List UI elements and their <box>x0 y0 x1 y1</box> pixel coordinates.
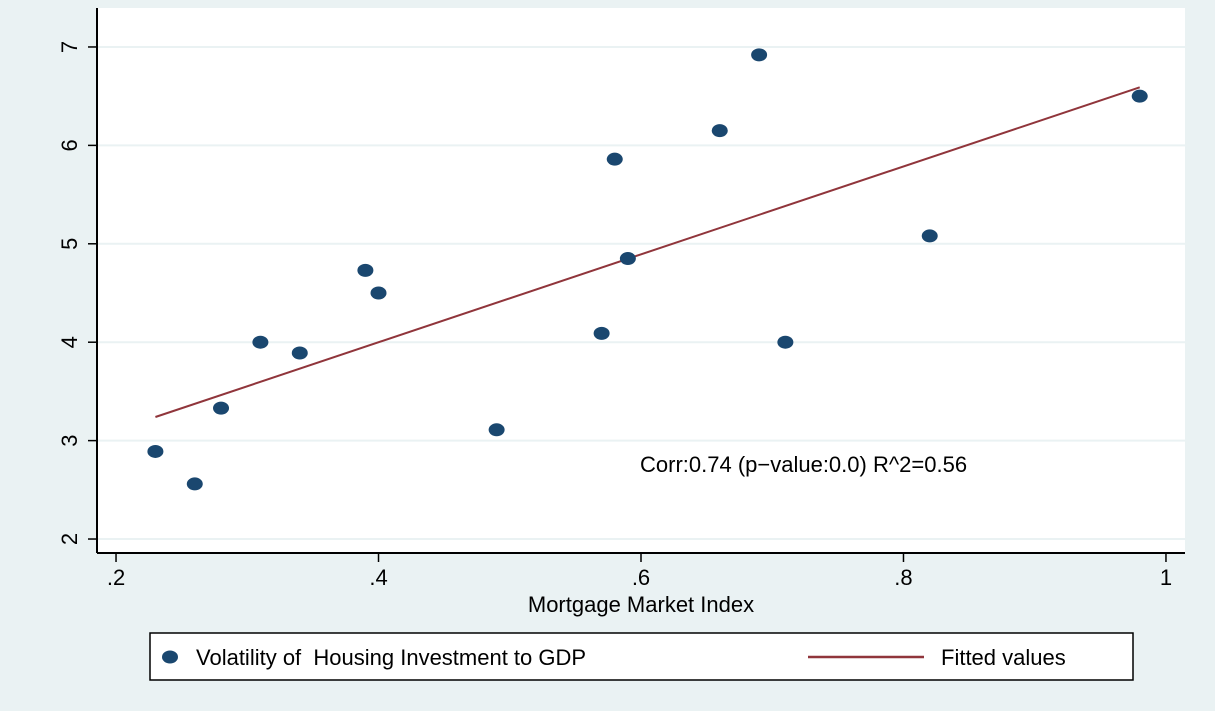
point <box>1131 89 1148 103</box>
y-tick-label: 7 <box>57 41 82 53</box>
y-tick-label: 4 <box>57 336 82 348</box>
plot-area <box>97 8 1185 553</box>
y-tick-label: 5 <box>57 238 82 250</box>
legend-label: Volatility of Housing Investment to GDP <box>196 645 586 670</box>
y-tick-label: 6 <box>57 139 82 151</box>
legend-label: Fitted values <box>941 645 1066 670</box>
annotation: Corr:0.74 (p−value:0.0) R^2=0.56 <box>640 452 967 477</box>
x-tick-label: 1 <box>1160 565 1172 590</box>
x-tick-label: .2 <box>107 565 125 590</box>
y-tick-label: 2 <box>57 533 82 545</box>
point <box>252 335 269 349</box>
fit-line <box>155 86 1141 418</box>
x-tick-label: .8 <box>894 565 912 590</box>
x-axis-label: Mortgage Market Index <box>528 592 754 617</box>
point <box>186 477 203 491</box>
point <box>213 401 230 415</box>
point <box>291 346 308 360</box>
x-tick-label: .6 <box>632 565 650 590</box>
point <box>593 326 610 340</box>
point <box>357 263 374 277</box>
point <box>751 48 768 62</box>
point <box>606 152 623 166</box>
y-tick-label: 3 <box>57 434 82 446</box>
point <box>921 229 938 243</box>
point <box>488 423 505 437</box>
point <box>711 124 728 138</box>
legend-swatch <box>162 650 178 664</box>
point <box>619 252 636 266</box>
legend <box>149 632 1134 681</box>
point <box>777 335 794 349</box>
point <box>147 444 164 458</box>
x-tick-label: .4 <box>369 565 387 590</box>
point <box>370 286 387 300</box>
